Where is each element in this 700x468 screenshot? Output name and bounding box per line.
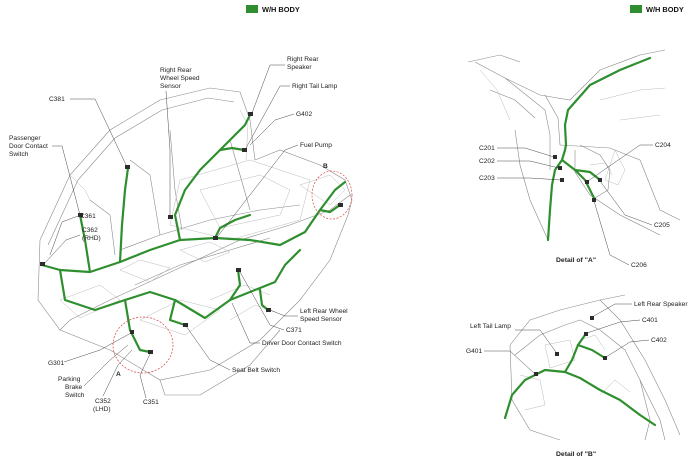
connector-speaker — [248, 112, 253, 116]
connector-left-speaker — [590, 316, 594, 320]
connector-c401 — [584, 332, 588, 336]
label-seat-belt: Seat Belt Switch — [232, 367, 280, 374]
legend-swatch-detail — [630, 5, 642, 13]
label-rr-speaker-1: Right Rear — [287, 56, 319, 63]
label-parking-3: Switch — [65, 392, 85, 399]
label-left-tail: Left Tail Lamp — [470, 323, 511, 330]
connector-c202 — [558, 166, 562, 170]
connector-c204 — [585, 180, 589, 184]
connector-fuel-pump — [213, 236, 218, 240]
label-c401: C401 — [642, 317, 658, 324]
label-fuel-pump: Fuel Pump — [300, 142, 332, 149]
label-g402: G402 — [296, 111, 312, 118]
label-lr-wheel-1: Left Rear Wheel — [300, 308, 348, 315]
label-left-speaker: Left Rear Speaker — [634, 301, 688, 308]
label-g401: G401 — [466, 348, 482, 355]
legend-label-detail: W/H BODY — [646, 5, 684, 14]
detail-b-marker — [311, 170, 353, 220]
label-driver-door: Driver Door Contact Switch — [262, 340, 342, 347]
label-c352-1: C352 — [95, 398, 111, 405]
connector-c381 — [125, 165, 130, 169]
label-rr-wheel-3: Sensor — [160, 83, 182, 90]
connector-left-tail — [555, 352, 559, 356]
connector-c361 — [78, 213, 83, 217]
label-c381: C381 — [49, 96, 65, 103]
label-c352-2: (LHD) — [93, 406, 111, 413]
connector-tail-lamp — [242, 148, 247, 152]
label-rr-wheel-1: Right Rear — [160, 67, 192, 74]
detail-a-title: Detail of "A" — [556, 257, 596, 264]
label-c202: C202 — [479, 158, 495, 165]
label-rr-wheel-2: Wheel Speed — [160, 75, 200, 82]
label-c206: C206 — [631, 262, 647, 269]
connector-c362 — [40, 262, 45, 266]
label-parking-1: Parking — [58, 376, 81, 383]
detail-a: C201 C202 C203 C204 C205 C206 Detail of … — [467, 49, 681, 269]
detail-b: Left Tail Lamp G401 Left Rear Speaker C4… — [466, 294, 688, 458]
label-c205: C205 — [654, 222, 670, 229]
label-c362-2: (RHD) — [82, 235, 101, 242]
connector-seat-belt — [183, 323, 188, 327]
connector-c206 — [592, 198, 596, 202]
connector-wheel-sensor — [168, 215, 173, 219]
label-passenger-door-2: Door Contact — [9, 143, 48, 150]
legend-main: W/H BODY — [246, 5, 300, 14]
label-parking-2: Brake — [65, 384, 83, 391]
legend-detail: W/H BODY — [630, 5, 684, 14]
mark-b: B — [323, 163, 328, 170]
label-rr-speaker-2: Speaker — [287, 64, 312, 71]
detail-a-marker — [112, 316, 174, 374]
connector-g301 — [130, 330, 134, 334]
main-labels: C381 Passenger Door Contact Switch C361 … — [9, 56, 348, 413]
legend-label: W/H BODY — [262, 5, 300, 14]
mark-a: A — [116, 371, 121, 378]
label-lr-wheel-2: Speed Sensor — [300, 316, 343, 323]
label-c361: C361 — [80, 213, 96, 220]
connector-g401 — [534, 372, 538, 376]
detail-b-title: Detail of "B" — [556, 451, 596, 458]
vehicle-body — [37, 87, 353, 396]
label-passenger-door-3: Switch — [9, 151, 29, 158]
connector-b-area — [338, 203, 343, 207]
label-c201: C201 — [479, 145, 495, 152]
label-c362-1: C362 — [82, 227, 98, 234]
connector-c201 — [553, 155, 557, 159]
label-g301: G301 — [48, 360, 64, 367]
connector-c205 — [598, 178, 602, 182]
label-c203: C203 — [479, 175, 495, 182]
connector-left-rear-wheel — [266, 308, 271, 312]
legend-swatch — [246, 5, 258, 13]
label-c351: C351 — [143, 399, 159, 406]
connector-c402 — [603, 356, 607, 360]
label-c402: C402 — [651, 337, 667, 344]
label-c371: C371 — [286, 327, 302, 334]
label-c204: C204 — [655, 142, 671, 149]
label-passenger-door-1: Passenger — [9, 135, 41, 142]
connector-c371 — [236, 268, 241, 272]
label-right-tail: Right Tail Lamp — [292, 83, 338, 90]
connector-c351 — [148, 350, 153, 354]
main-connectors — [40, 112, 343, 354]
connector-c203 — [560, 178, 564, 182]
